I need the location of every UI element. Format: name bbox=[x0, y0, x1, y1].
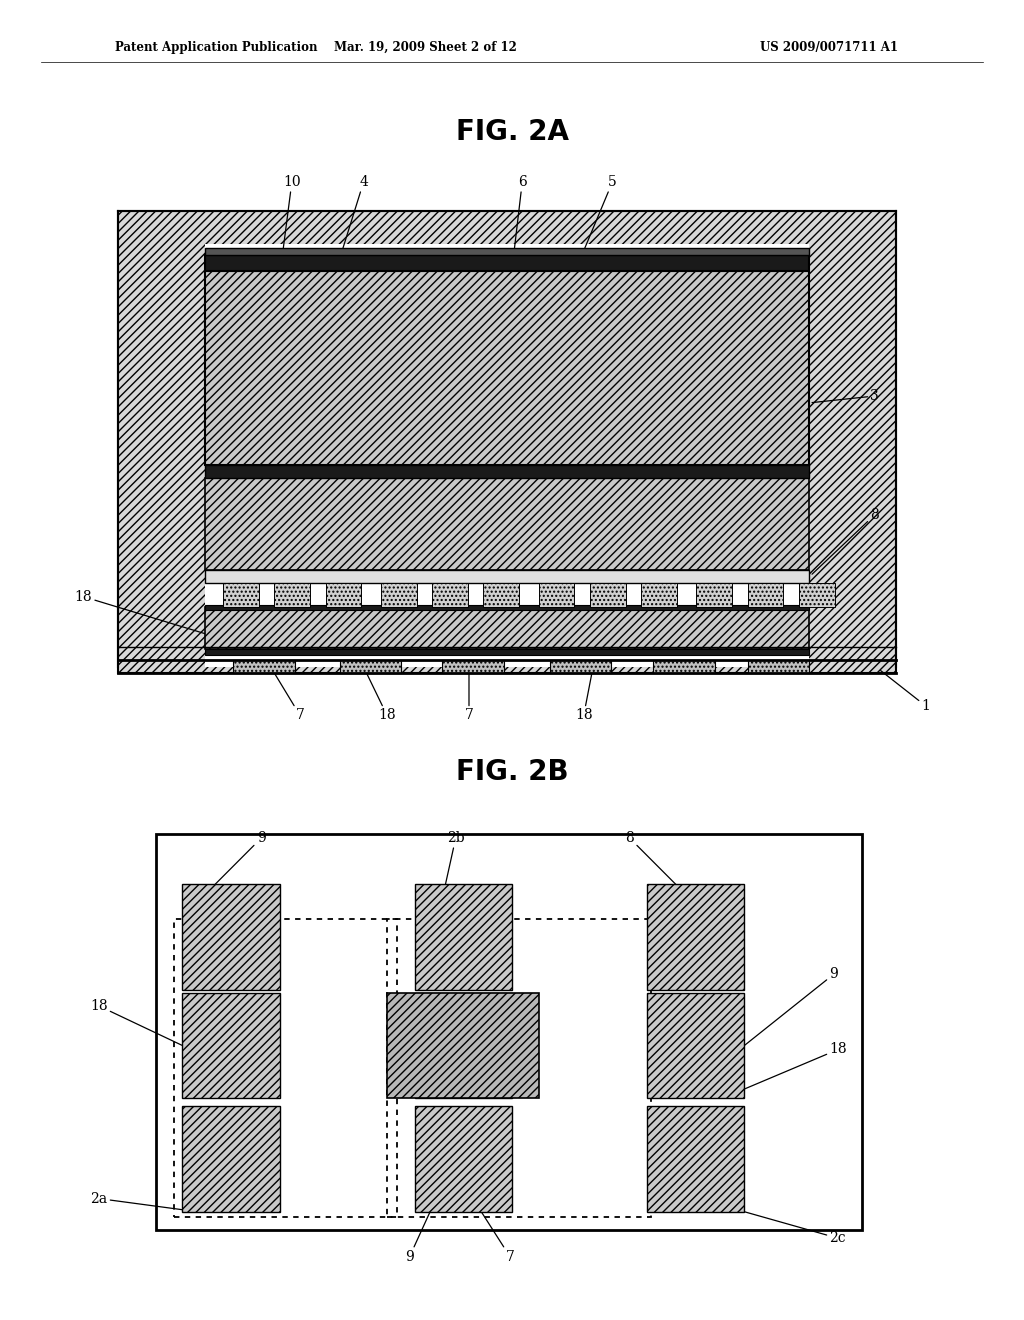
Text: 5: 5 bbox=[584, 176, 616, 251]
Bar bbox=[550, 660, 611, 673]
Bar bbox=[539, 583, 574, 607]
Bar bbox=[205, 570, 809, 583]
Bar bbox=[647, 884, 744, 990]
Bar bbox=[156, 834, 862, 1230]
Bar bbox=[799, 583, 835, 607]
Text: 2b: 2b bbox=[445, 832, 465, 884]
Text: 6: 6 bbox=[502, 176, 526, 356]
Text: 9: 9 bbox=[215, 832, 265, 884]
Bar bbox=[415, 993, 512, 1098]
Bar bbox=[205, 478, 809, 570]
Text: 10: 10 bbox=[264, 176, 301, 396]
Bar bbox=[442, 660, 504, 673]
Bar bbox=[118, 211, 896, 673]
Bar bbox=[381, 583, 417, 607]
Bar bbox=[205, 248, 809, 255]
Text: 9: 9 bbox=[744, 968, 839, 1045]
Text: 18: 18 bbox=[744, 1043, 847, 1089]
Bar bbox=[748, 583, 783, 607]
Text: 18: 18 bbox=[367, 673, 396, 722]
Bar bbox=[205, 649, 809, 655]
Text: US 2009/0071711 A1: US 2009/0071711 A1 bbox=[760, 41, 898, 54]
Bar bbox=[205, 605, 809, 610]
Bar bbox=[182, 993, 280, 1098]
Bar bbox=[647, 1106, 744, 1212]
Text: FIG. 2B: FIG. 2B bbox=[456, 758, 568, 787]
Text: 9: 9 bbox=[406, 1212, 430, 1263]
Bar bbox=[415, 1106, 512, 1212]
Text: 18: 18 bbox=[574, 673, 593, 722]
Text: 7: 7 bbox=[465, 673, 473, 722]
Text: 4: 4 bbox=[317, 176, 368, 330]
Text: 8: 8 bbox=[626, 832, 676, 884]
Bar bbox=[182, 884, 280, 990]
Text: FIG. 2A: FIG. 2A bbox=[456, 117, 568, 147]
Bar bbox=[415, 884, 512, 990]
Bar bbox=[205, 465, 809, 478]
Bar bbox=[641, 583, 677, 607]
Text: Patent Application Publication: Patent Application Publication bbox=[115, 41, 317, 54]
Text: 1: 1 bbox=[881, 671, 931, 713]
Text: 2a: 2a bbox=[90, 1192, 198, 1212]
Bar bbox=[748, 660, 809, 673]
Bar bbox=[223, 583, 259, 607]
Bar bbox=[653, 660, 715, 673]
Bar bbox=[647, 993, 744, 1098]
Bar bbox=[233, 660, 295, 673]
Bar bbox=[696, 583, 732, 607]
Text: Mar. 19, 2009 Sheet 2 of 12: Mar. 19, 2009 Sheet 2 of 12 bbox=[334, 41, 516, 54]
Bar bbox=[174, 919, 397, 1217]
Text: 7: 7 bbox=[274, 673, 304, 722]
Bar bbox=[432, 583, 468, 607]
Bar bbox=[483, 583, 519, 607]
Text: 2c: 2c bbox=[744, 1212, 846, 1245]
Bar bbox=[205, 255, 809, 271]
Text: 18: 18 bbox=[75, 590, 205, 634]
Bar bbox=[387, 919, 651, 1217]
Bar bbox=[274, 583, 310, 607]
Text: 8: 8 bbox=[812, 508, 880, 574]
Bar bbox=[182, 1106, 280, 1212]
Text: 18: 18 bbox=[90, 999, 182, 1045]
Bar bbox=[205, 244, 809, 667]
Bar bbox=[205, 607, 809, 649]
Bar bbox=[205, 271, 809, 465]
Bar bbox=[340, 660, 401, 673]
Text: 3: 3 bbox=[812, 389, 880, 403]
Bar bbox=[590, 583, 626, 607]
Bar bbox=[387, 993, 539, 1098]
Text: 7: 7 bbox=[481, 1212, 514, 1263]
Bar bbox=[326, 583, 361, 607]
